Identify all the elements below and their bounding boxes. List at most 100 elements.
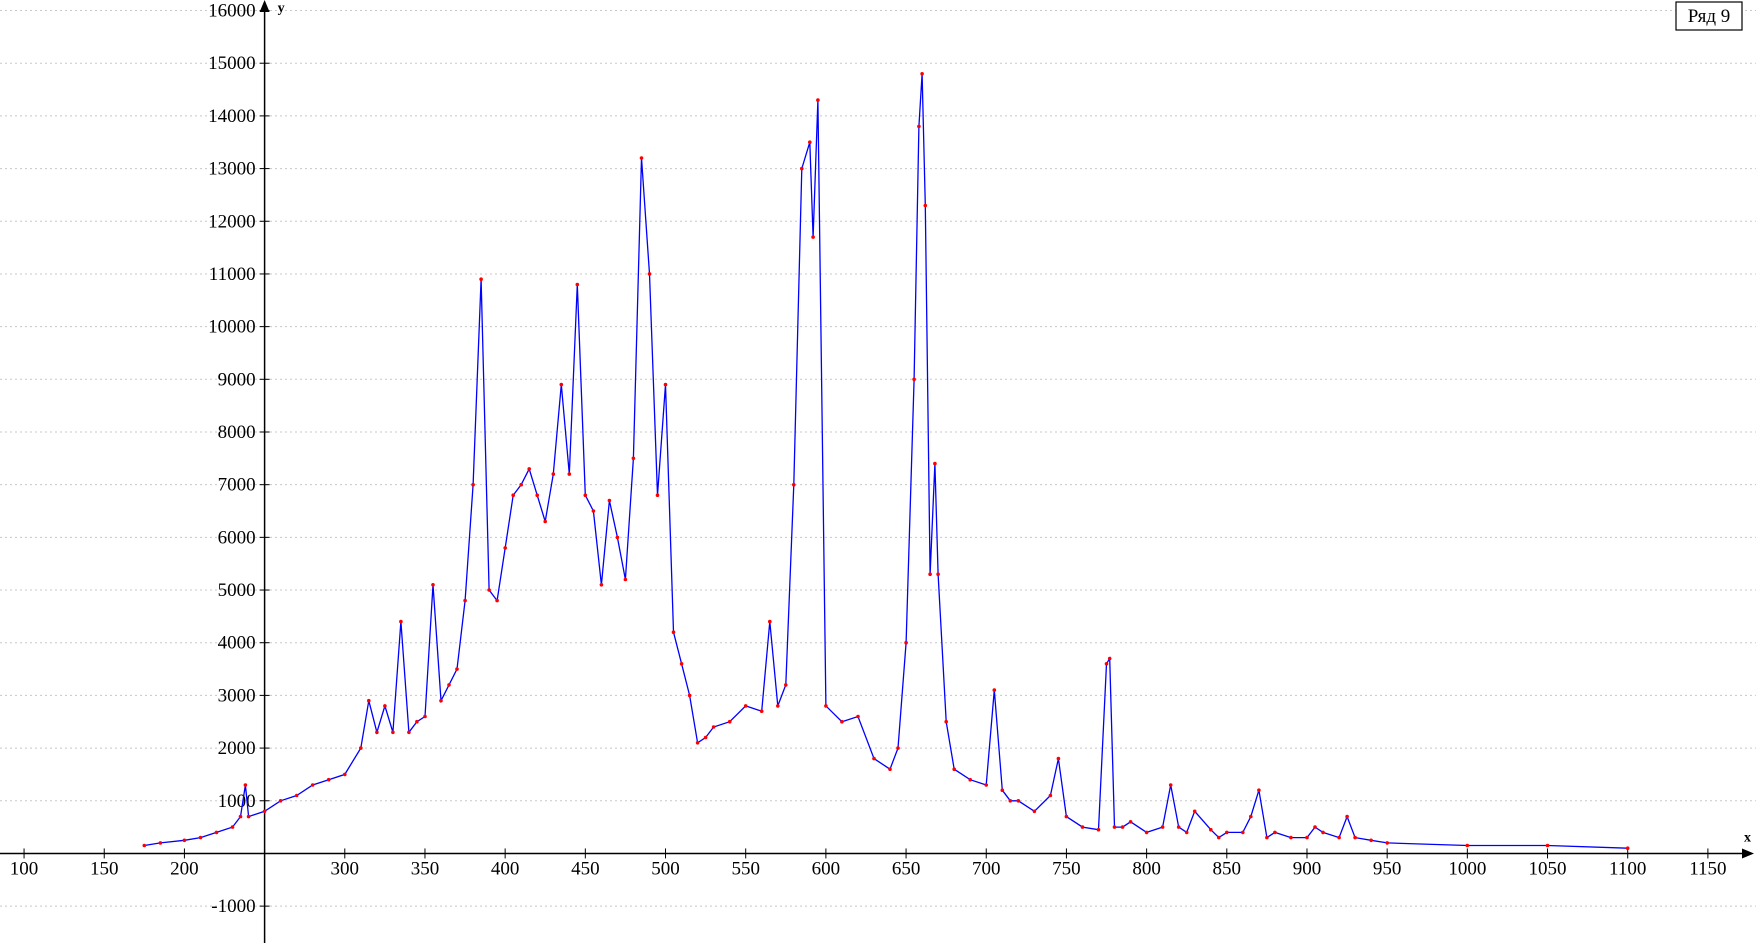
x-tick-label: 400 [491,858,520,879]
x-tick-label: 850 [1213,858,1242,879]
y-tick-label: 2000 [218,738,256,759]
data-point [575,282,580,287]
x-tick-label: 650 [892,858,921,879]
data-point [447,683,451,687]
x-tick-label: 350 [411,858,440,879]
data-point [1168,783,1173,787]
data-point [936,572,940,576]
data-point [928,572,932,576]
data-point [182,838,187,843]
data-point [923,203,928,208]
data-point [711,725,716,729]
y-tick-label: 11000 [209,264,256,285]
data-point [559,382,564,387]
data-point [463,598,467,603]
data-point [655,493,660,498]
data-point [1160,825,1165,829]
data-point [824,704,828,708]
data-point [1192,809,1197,814]
data-point [262,809,267,814]
data-point [663,382,668,387]
data-point [703,735,708,740]
data-point [679,662,684,666]
data-point [535,493,539,498]
data-point [1305,835,1309,840]
data-point [647,272,652,276]
data-point [487,588,491,592]
x-tick-label: 900 [1293,858,1322,879]
data-point [811,235,815,239]
data-point [912,377,916,382]
data-point [1225,830,1229,835]
data-point [816,98,820,102]
data-point [840,719,844,724]
data-point [455,667,459,671]
data-point [471,482,475,487]
y-tick-label: 6000 [218,527,256,548]
data-point [407,730,411,735]
y-axis-label: y [278,1,285,16]
data-point [599,583,604,587]
data-point [623,577,628,582]
data-point [1080,825,1085,829]
x-tick-label: 800 [1132,858,1161,879]
series-line [144,73,1628,849]
data-point [607,498,612,503]
data-point [198,835,203,840]
data-point [992,688,997,692]
data-point [567,472,572,476]
data-point [399,619,403,624]
y-tick-label: 4000 [218,633,256,654]
data-point [1313,825,1317,829]
data-point [917,124,921,129]
data-point [278,799,283,803]
data-point [591,509,596,513]
data-point [1112,825,1117,829]
data-point [776,704,780,708]
y-tick-label: 16000 [208,1,256,22]
data-point [527,467,531,471]
data-point [543,519,547,524]
data-point [158,841,163,845]
y-tick-label: 15000 [208,53,256,74]
y-tick-label: -1000 [211,896,255,917]
data-point [230,825,235,829]
data-point [551,472,556,476]
data-point [246,814,251,819]
series-ряд-9 [142,72,1630,850]
data-point [1144,830,1149,835]
x-tick-label: 700 [972,858,1001,879]
data-point [294,793,299,798]
legend-box [1675,1,1743,31]
data-point [671,630,676,634]
data-point [142,843,147,848]
data-point [415,719,419,724]
data-point [808,140,812,144]
data-point [800,166,804,171]
tick-labels: 100 150 200 300 350 400 450 500 550 600 650 700 750 8… [10,1,1727,918]
data-point [1176,825,1181,829]
x-tick-label: 100 [10,858,39,879]
data-point [1345,814,1349,819]
data-point [1385,841,1389,845]
data-point [367,698,371,703]
data-point [1048,793,1053,798]
data-point [1289,835,1293,840]
y-tick-label: 12000 [208,211,256,232]
data-point [904,640,908,645]
data-point [1209,827,1213,832]
data-point [375,730,379,735]
data-point [1321,830,1325,835]
y-tick-label: 8000 [218,422,256,443]
data-point [1064,814,1069,819]
data-point [383,704,387,708]
data-point [1625,846,1630,850]
data-point [1016,799,1021,803]
x-tick-label: 450 [571,858,600,879]
x-tick-label: 1050 [1529,858,1567,879]
legend-entry-label: Ряд 9 [1688,6,1731,27]
data-point [479,277,483,282]
data-point [727,719,732,724]
data-point [784,683,788,687]
x-tick-label: 550 [731,858,760,879]
